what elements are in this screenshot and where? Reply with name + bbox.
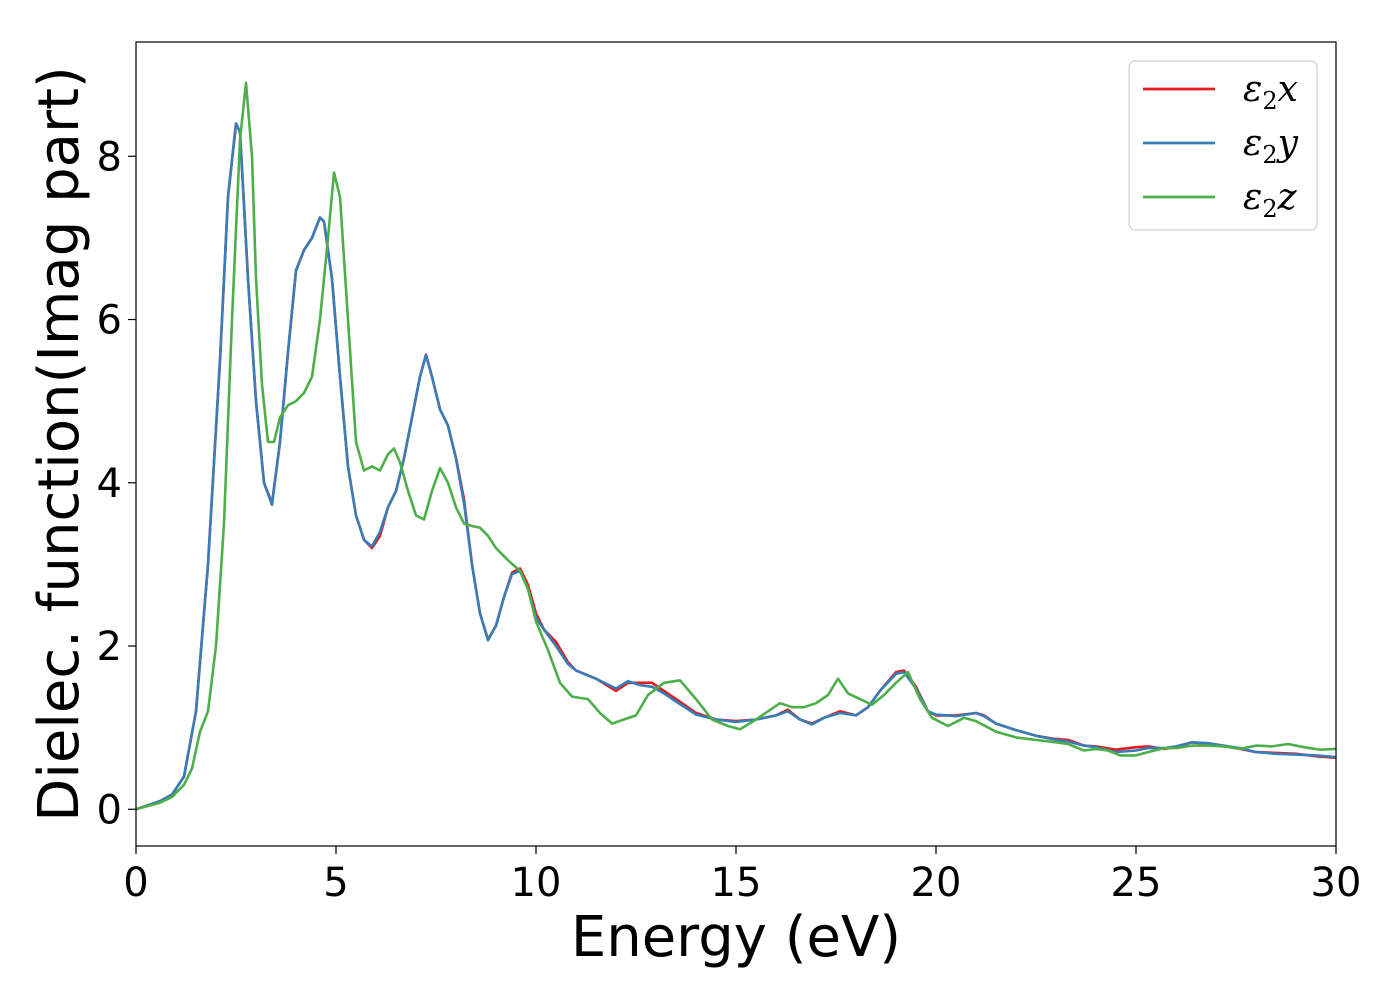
series-line-3 — [136, 81, 1336, 811]
y-tick-label: 0 — [97, 787, 122, 833]
y-tick-label: 2 — [97, 624, 122, 670]
legend-box — [1128, 60, 1318, 231]
x-tick-label: 30 — [1311, 860, 1362, 906]
x-axis-label: Energy (eV) — [571, 905, 901, 970]
legend: ε2x ε2y ε2z — [1128, 60, 1318, 231]
y-tick-label: 8 — [97, 134, 122, 180]
x-tick-label: 20 — [911, 860, 962, 906]
x-tick-label: 10 — [511, 860, 562, 906]
y-axis: 0 2 4 6 8 — [97, 134, 136, 833]
x-tick-label: 15 — [711, 860, 762, 906]
x-tick-label: 5 — [323, 860, 348, 906]
y-tick-label: 4 — [97, 461, 122, 507]
x-tick-label: 0 — [123, 860, 148, 906]
legend-label: ε2x — [1243, 69, 1298, 115]
y-tick-label: 6 — [97, 298, 122, 344]
series-line-2 — [136, 122, 1336, 811]
legend-label: ε2z — [1243, 177, 1298, 223]
y-axis-label: Dielec. function(Imag part) — [27, 66, 92, 822]
x-tick-label: 25 — [1111, 860, 1162, 906]
x-axis: 0 5 10 15 20 25 30 — [123, 846, 1361, 906]
legend-label: ε2y — [1243, 123, 1299, 169]
series-layer — [136, 81, 1336, 811]
